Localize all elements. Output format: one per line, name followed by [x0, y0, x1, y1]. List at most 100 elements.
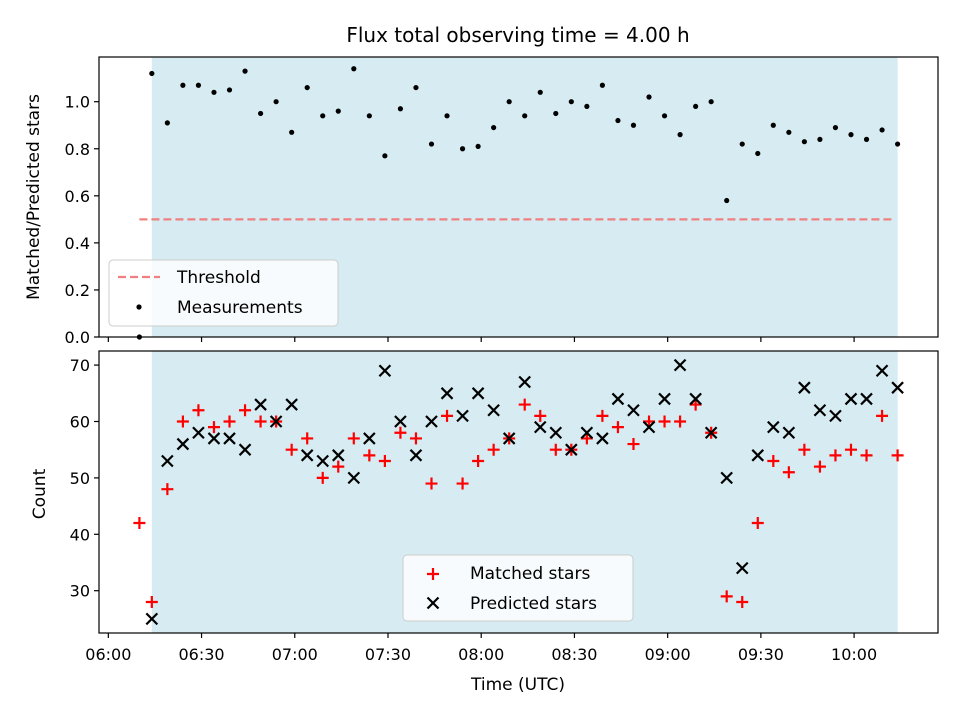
predicted-star-point [533, 420, 547, 434]
matched-star-point [829, 449, 842, 462]
predicted-star-point [704, 426, 718, 440]
predicted-star-point [176, 437, 190, 451]
matched-star-point [176, 415, 189, 428]
measurement-point [863, 136, 870, 142]
matched-star-point [813, 460, 826, 473]
matched-star-point [891, 449, 904, 462]
predicted-star-point [254, 398, 267, 411]
measurement-point [739, 141, 745, 147]
bottom-x-tick-label: 07:30 [365, 645, 411, 664]
predicted-star-point [798, 381, 811, 394]
measurement-point [568, 99, 574, 105]
predicted-star-point [782, 426, 796, 440]
matched-star-point [332, 460, 345, 473]
measurement-point [180, 82, 186, 88]
bottom-y-axis-label: Count [30, 468, 50, 519]
predicted-star-point [658, 392, 671, 406]
measurement-point [677, 132, 683, 138]
matched-star-point [239, 404, 252, 417]
measurement-point [770, 122, 776, 128]
measurement-point [366, 113, 372, 119]
measurement-point [211, 89, 217, 95]
predicted-star-point [673, 358, 687, 372]
predicted-star-point [223, 432, 236, 445]
predicted-star-point [269, 415, 283, 428]
matched-star-point [192, 404, 205, 417]
measurement-point [615, 117, 621, 124]
chart-title: Flux total observing time = 4.00 h [346, 23, 689, 47]
predicted-star-point [192, 426, 205, 440]
measurement-point [149, 70, 155, 77]
predicted-star-point [207, 432, 221, 445]
axes-frame [98, 56, 939, 338]
legend-matched-swatch [427, 568, 439, 580]
top-legend: Threshold Measurements [108, 259, 339, 327]
bottom-y-tick-label: 40 [70, 525, 90, 544]
legend-predicted-swatch [426, 596, 440, 610]
top-panel: 0.0 0.2 0.4 0.6 0.8 1.0 Threshold Measurements [65, 56, 939, 347]
legend-matched-label: Matched stars [470, 564, 590, 584]
matched-star-point [378, 454, 391, 467]
predicted-star-point [751, 449, 765, 462]
matched-star-point [534, 409, 547, 422]
bottom-x-tick-label: 06:00 [85, 645, 131, 664]
measurement-point [895, 141, 901, 147]
matched-star-point [674, 415, 687, 428]
matched-star-point [751, 517, 764, 530]
matched-star-point [394, 426, 407, 439]
matched-star-point [736, 595, 749, 608]
top-y-tick-label: 0.2 [65, 281, 90, 300]
legend-threshold-label: Threshold [176, 268, 261, 288]
predicted-star-point [720, 471, 733, 485]
predicted-star-point [875, 364, 889, 378]
measurement-point [257, 110, 264, 117]
measurement-point [242, 68, 248, 74]
x-axis-label: Time (UTC) [470, 675, 565, 695]
measurement-point [553, 110, 559, 117]
predicted-star-point [378, 364, 392, 378]
measurement-point [630, 122, 637, 128]
measurement-point [755, 150, 761, 157]
matched-star-point [782, 466, 795, 479]
matched-star-point [409, 432, 422, 445]
predicted-star-point [331, 449, 345, 462]
predicted-star-point [471, 387, 485, 400]
matched-star-point [580, 432, 593, 445]
predicted-star-point [596, 432, 609, 445]
measurement-point [444, 113, 450, 119]
top-y-tick-label: 0.6 [65, 187, 90, 206]
matched-star-point [876, 409, 889, 422]
matched-star-point [860, 449, 873, 462]
matched-star-point [643, 415, 656, 428]
matched-star-point [347, 432, 360, 445]
predicted-star-point [300, 449, 314, 462]
predicted-star-point [502, 432, 516, 445]
bottom-x-tick-label: 09:00 [645, 645, 691, 664]
matched-star-point [285, 443, 298, 456]
bottom-y-tick-label: 30 [70, 582, 90, 601]
predicted-star-point [860, 392, 873, 406]
matched-star-point [316, 471, 329, 484]
top-y-tick-label: 0.0 [65, 328, 90, 347]
measurement-point [786, 129, 792, 135]
predicted-star-point [363, 432, 376, 445]
bottom-x-tick-label: 09:30 [738, 645, 784, 664]
matched-star-point [627, 438, 640, 451]
measurement-point [832, 124, 839, 131]
predicted-star-point [440, 387, 454, 400]
matched-star-point [720, 590, 733, 603]
predicted-star-point [487, 403, 500, 417]
predicted-star-point [829, 409, 842, 423]
matched-star-point [254, 415, 267, 428]
measurement-point [413, 84, 419, 91]
matched-star-point [145, 595, 158, 608]
measurement-point [475, 143, 481, 150]
matched-star-point [689, 398, 702, 411]
top-y-tick-label: 1.0 [65, 93, 90, 112]
measurement-point [226, 87, 233, 93]
measurement-point [522, 113, 528, 119]
matched-star-point [798, 443, 811, 456]
measurement-point [289, 129, 295, 135]
predicted-star-point [844, 392, 858, 406]
predicted-star-point [627, 403, 640, 417]
